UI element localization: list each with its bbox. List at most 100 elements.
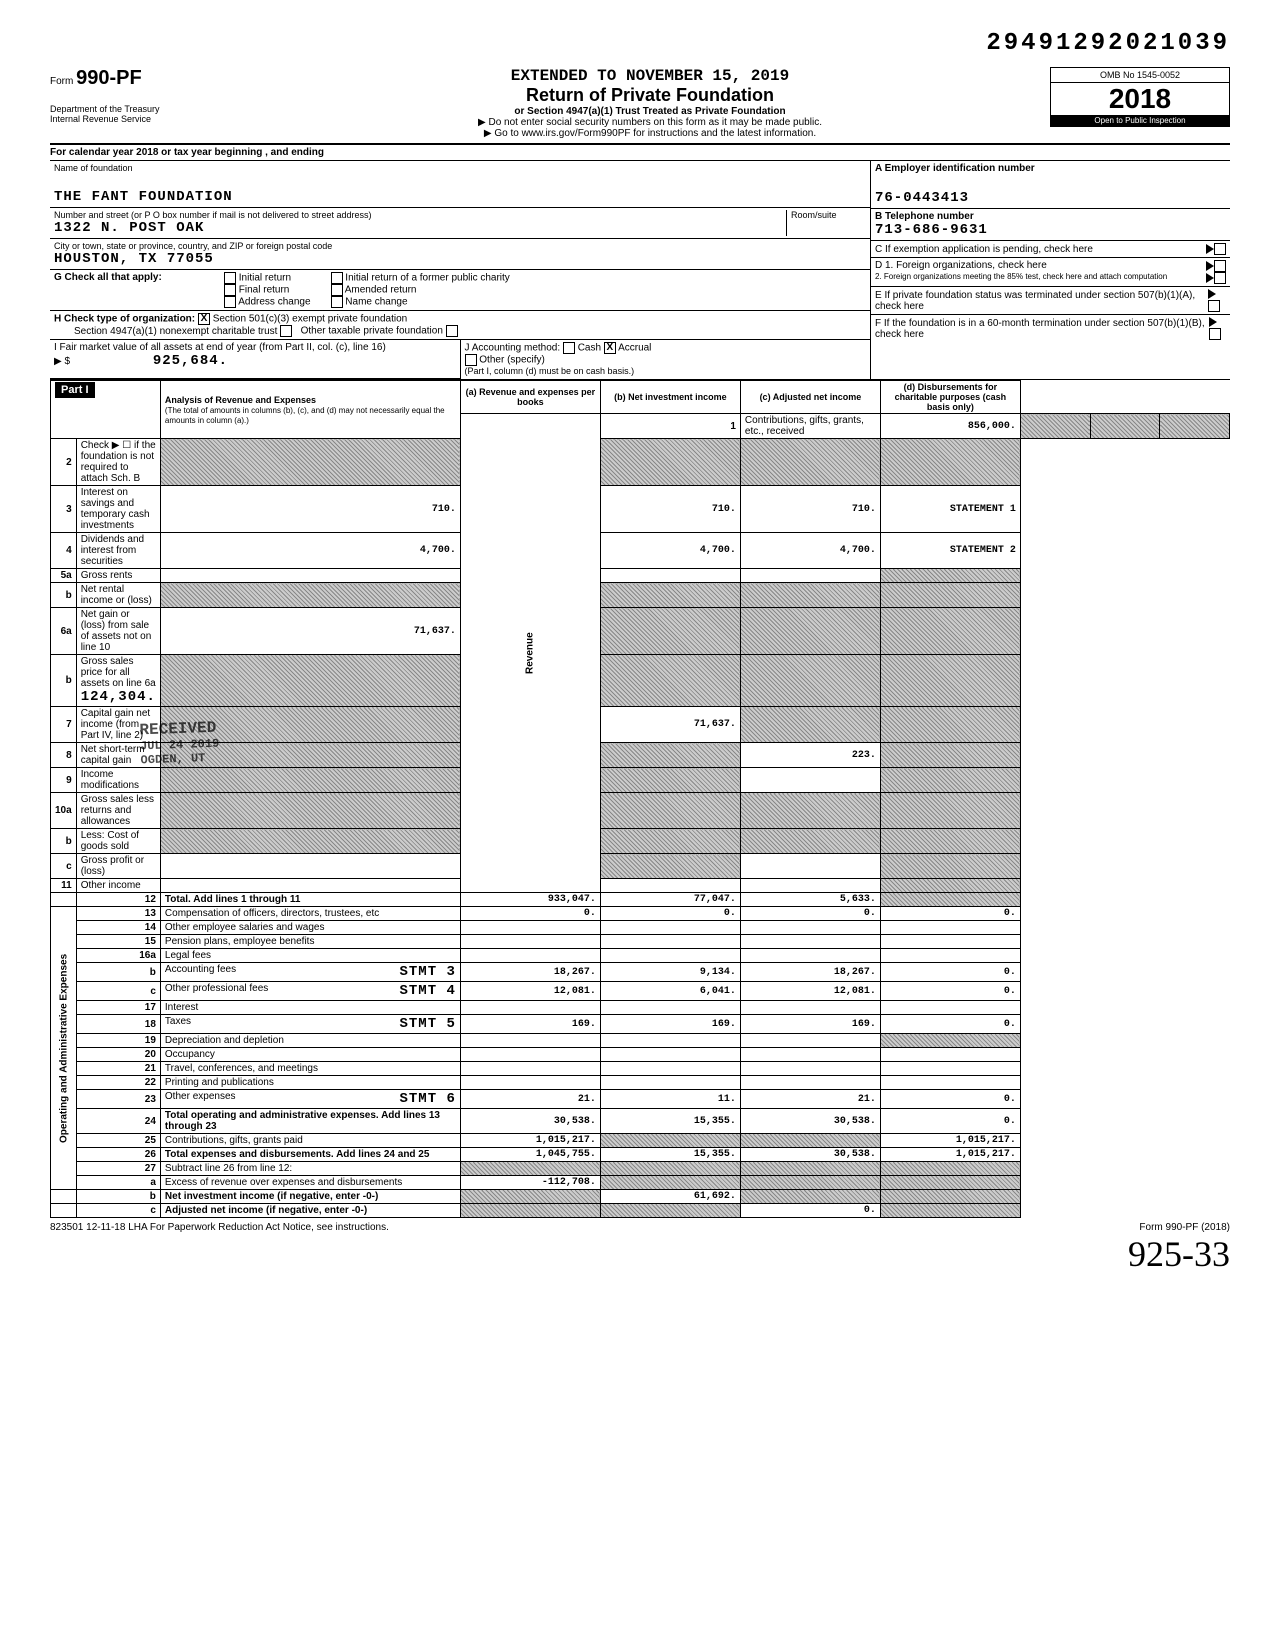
line-4-label: Dividends and interest from securities (76, 533, 160, 569)
line-4-a: 4,700. (160, 533, 460, 569)
d2-label: 2. Foreign organizations meeting the 85%… (875, 272, 1167, 284)
line-num: 21 (76, 1062, 160, 1076)
line-4-c: 4,700. (740, 533, 880, 569)
line-26-label: Total expenses and disbursements. Add li… (160, 1148, 460, 1162)
checkbox-name-change[interactable] (331, 296, 343, 308)
arrow-icon (1209, 317, 1217, 327)
form-number: 990-PF (76, 67, 142, 89)
line-16b-b: 9,134. (600, 963, 740, 982)
line-23-a: 21. (460, 1090, 600, 1109)
line-20-label: Occupancy (160, 1048, 460, 1062)
g-opt-1: Final return (239, 285, 290, 296)
footer-right: Form 990-PF (2018) (1139, 1222, 1230, 1233)
line-12-c: 5,633. (740, 893, 880, 907)
h-opt-3: Other taxable private foundation (301, 326, 443, 337)
g-opt-2: Address change (238, 297, 310, 308)
arrow-icon (1206, 261, 1214, 271)
line-7-b: 71,637. (600, 707, 740, 743)
checkbox-c[interactable] (1214, 243, 1226, 255)
line-13-d: 0. (880, 907, 1020, 921)
line-10b-label: Less: Cost of goods sold (76, 829, 160, 854)
line-14-label: Other employee salaries and wages (160, 921, 460, 935)
line-num: 1 (600, 414, 740, 439)
checkbox-4947[interactable] (280, 325, 292, 337)
line-13-a: 0. (460, 907, 600, 921)
h-label: H Check type of organization: (54, 314, 195, 325)
g-opt-3: Initial return of a former public charit… (345, 273, 510, 284)
checkbox-amended[interactable] (331, 284, 343, 296)
fmv-value: 925,684. (153, 353, 228, 369)
room-label: Room/suite (791, 210, 866, 220)
line-1-a: 856,000. (880, 414, 1020, 439)
line-24-b: 15,355. (600, 1109, 740, 1134)
line-24-a: 30,538. (460, 1109, 600, 1134)
checkbox-address-change[interactable] (224, 296, 236, 308)
line-13-label: Compensation of officers, directors, tru… (160, 907, 460, 921)
checkbox-initial-return[interactable] (224, 272, 236, 284)
col-c-header: (c) Adjusted net income (740, 381, 880, 414)
tax-year: 2018 (1051, 83, 1229, 115)
street-address: 1322 N. POST OAK (54, 220, 786, 236)
line-num: 22 (76, 1076, 160, 1090)
g-opt-0: Initial return (239, 273, 291, 284)
name-label: Name of foundation (54, 163, 866, 173)
line-num: 5a (51, 569, 77, 583)
checkbox-accrual[interactable]: X (604, 342, 616, 354)
col-a-header: (a) Revenue and expenses per books (460, 381, 600, 414)
line-num: 19 (76, 1034, 160, 1048)
line-1-label: Contributions, gifts, grants, etc., rece… (740, 414, 880, 439)
part1-table: Part I Analysis of Revenue and Expenses … (50, 380, 1230, 1218)
line-18-a: 169. (460, 1015, 600, 1034)
h-opt-1: Section 501(c)(3) exempt private foundat… (213, 314, 408, 325)
page-footer: 823501 12-11-18 LHA For Paperwork Reduct… (50, 1222, 1230, 1233)
line-num: 3 (51, 486, 77, 533)
line-num: 13 (76, 907, 160, 921)
checkbox-d2[interactable] (1214, 272, 1226, 284)
line-12-b: 77,047. (600, 893, 740, 907)
line-num: 24 (76, 1109, 160, 1134)
line-15-label: Pension plans, employee benefits (160, 935, 460, 949)
irs-label: Internal Revenue Service (50, 114, 250, 124)
arrow-icon (1206, 244, 1214, 254)
line-num: 11 (51, 879, 77, 893)
line-num: a (76, 1176, 160, 1190)
col-d-header: (d) Disbursements for charitable purpose… (880, 381, 1020, 414)
part1-title: Analysis of Revenue and Expenses (165, 395, 316, 405)
checkbox-other-taxable[interactable] (446, 325, 458, 337)
line-num: 8 (51, 743, 77, 768)
checkbox-former-charity[interactable] (331, 272, 343, 284)
line-19-label: Depreciation and depletion (160, 1034, 460, 1048)
a-label: A Employer identification number (875, 163, 1226, 174)
form-label: Form (50, 76, 73, 87)
line-24-c: 30,538. (740, 1109, 880, 1134)
line-27a-label: Excess of revenue over expenses and disb… (160, 1176, 460, 1190)
checkbox-final-return[interactable] (224, 284, 236, 296)
line-num: 26 (76, 1148, 160, 1162)
line-num: 25 (76, 1134, 160, 1148)
checkbox-e[interactable] (1208, 300, 1220, 312)
line-26-d: 1,015,217. (880, 1148, 1020, 1162)
line-num: 14 (76, 921, 160, 935)
line-27a-a: -112,708. (460, 1176, 600, 1190)
form-header: Form 990-PF Department of the Treasury I… (50, 67, 1230, 145)
checkbox-d1[interactable] (1214, 260, 1226, 272)
j-note: (Part I, column (d) must be on cash basi… (465, 366, 635, 376)
checkbox-other-method[interactable] (465, 354, 477, 366)
entity-info: Name of foundation THE FANT FOUNDATION N… (50, 161, 1230, 380)
checkbox-501c3[interactable]: X (198, 313, 210, 325)
open-inspection: Open to Public Inspection (1051, 115, 1229, 126)
line-6b-inline: 124,304. (81, 689, 156, 705)
line-23-label: Other expenses (165, 1091, 236, 1102)
checkbox-cash[interactable] (563, 342, 575, 354)
received-stamp: RECEIVED JUL 24 2019 OGDEN, UT (139, 719, 220, 768)
checkbox-f[interactable] (1209, 328, 1221, 340)
line-24-label: Total operating and administrative expen… (160, 1109, 460, 1134)
line-num: 23 (76, 1090, 160, 1109)
line-16b-a: 18,267. (460, 963, 600, 982)
line-8-c: 223. (740, 743, 880, 768)
line-13-c: 0. (740, 907, 880, 921)
calendar-year-line: For calendar year 2018 or tax year begin… (50, 145, 1230, 161)
line-4-b: 4,700. (600, 533, 740, 569)
i-label: I Fair market value of all assets at end… (54, 342, 386, 353)
line-3-stmt: STATEMENT 1 (880, 486, 1020, 533)
